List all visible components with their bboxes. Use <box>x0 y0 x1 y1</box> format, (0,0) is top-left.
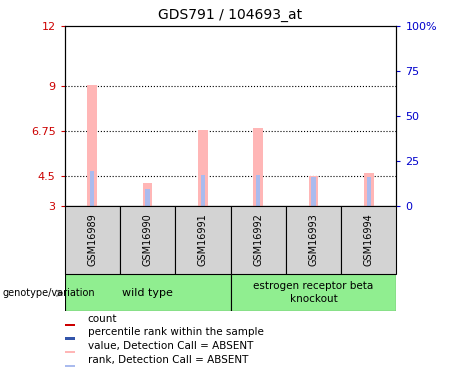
Bar <box>256 175 260 206</box>
Bar <box>142 183 153 206</box>
Text: GSM16990: GSM16990 <box>142 214 153 266</box>
Bar <box>65 364 76 367</box>
Text: genotype/variation: genotype/variation <box>2 288 95 297</box>
Bar <box>201 175 205 206</box>
Text: count: count <box>88 314 117 324</box>
Text: GSM16991: GSM16991 <box>198 214 208 266</box>
Bar <box>364 173 374 206</box>
Bar <box>308 176 319 206</box>
Text: value, Detection Call = ABSENT: value, Detection Call = ABSENT <box>88 341 253 351</box>
Bar <box>65 338 76 340</box>
Bar <box>230 206 286 274</box>
Bar <box>65 324 76 326</box>
Bar <box>145 189 150 206</box>
Text: GSM16994: GSM16994 <box>364 214 374 266</box>
Text: rank, Detection Call = ABSENT: rank, Detection Call = ABSENT <box>88 355 248 365</box>
Bar <box>65 274 230 311</box>
Text: percentile rank within the sample: percentile rank within the sample <box>88 327 264 338</box>
Bar <box>120 206 175 274</box>
Bar <box>366 177 371 206</box>
Text: GSM16992: GSM16992 <box>253 214 263 266</box>
Bar <box>286 206 341 274</box>
Bar <box>65 351 76 353</box>
Bar <box>87 85 97 206</box>
Bar <box>198 130 208 206</box>
Bar <box>90 171 95 206</box>
Bar <box>311 177 316 206</box>
Text: estrogen receptor beta
knockout: estrogen receptor beta knockout <box>254 281 373 304</box>
Title: GDS791 / 104693_at: GDS791 / 104693_at <box>159 9 302 22</box>
Bar <box>253 128 263 206</box>
Text: GSM16993: GSM16993 <box>308 214 319 266</box>
Text: wild type: wild type <box>122 288 173 297</box>
Bar <box>175 206 230 274</box>
Bar <box>230 274 396 311</box>
Text: GSM16989: GSM16989 <box>87 214 97 266</box>
Bar <box>341 206 396 274</box>
Bar <box>65 206 120 274</box>
